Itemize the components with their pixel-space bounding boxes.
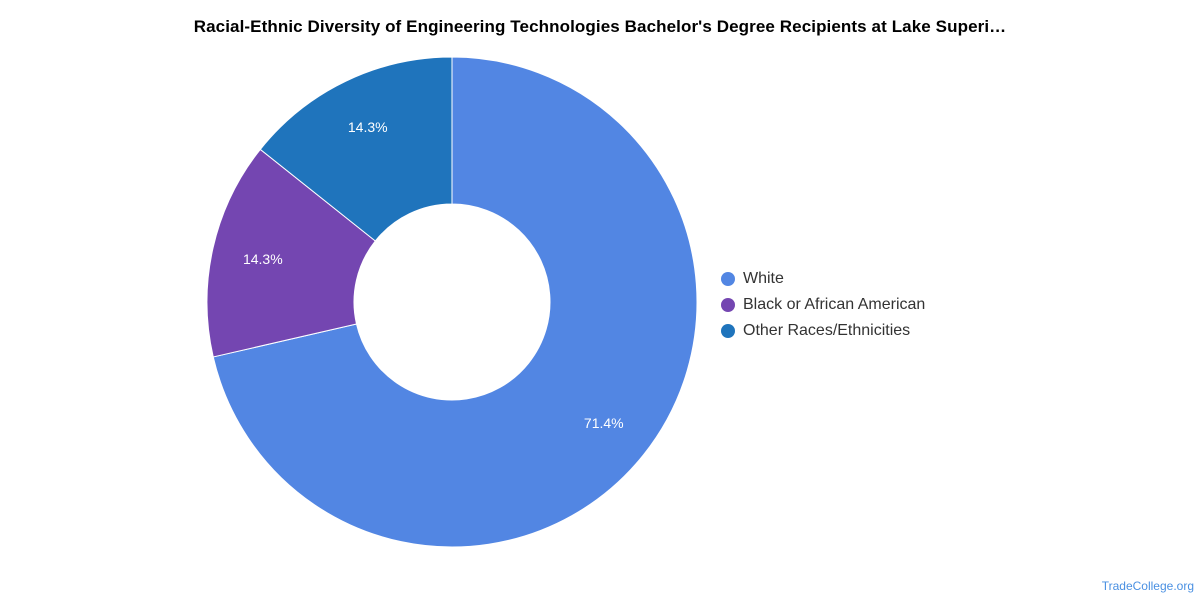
slice-labels: 71.4% 14.3% 14.3%	[243, 119, 624, 431]
legend-swatch	[721, 298, 735, 312]
legend-label: Other Races/Ethnicities	[743, 322, 911, 339]
donut-slices	[206, 56, 698, 548]
slice-value-label: 71.4%	[584, 415, 624, 431]
donut-slice-other-races-ethnicities[interactable]	[259, 56, 453, 242]
chart-title: Racial-Ethnic Diversity of Engineering T…	[193, 17, 1007, 36]
donut-slice-black-or-african-american[interactable]	[206, 148, 377, 358]
legend-item[interactable]: Other Races/Ethnicities	[721, 318, 925, 344]
slice-value-label: 14.3%	[348, 119, 388, 135]
legend-swatch	[721, 272, 735, 286]
slice-value-label: 14.3%	[243, 251, 283, 267]
legend-label: White	[743, 270, 784, 287]
watermark-text[interactable]: TradeCollege.org	[1101, 579, 1194, 593]
legend-label: Black or African American	[743, 296, 926, 313]
legend-item[interactable]: White	[721, 266, 925, 292]
donut-slice-white[interactable]	[212, 56, 698, 548]
legend-swatch	[721, 324, 735, 338]
chart-legend: White Black or African American Other Race…	[721, 266, 925, 344]
legend-item[interactable]: Black or African American	[721, 292, 925, 318]
